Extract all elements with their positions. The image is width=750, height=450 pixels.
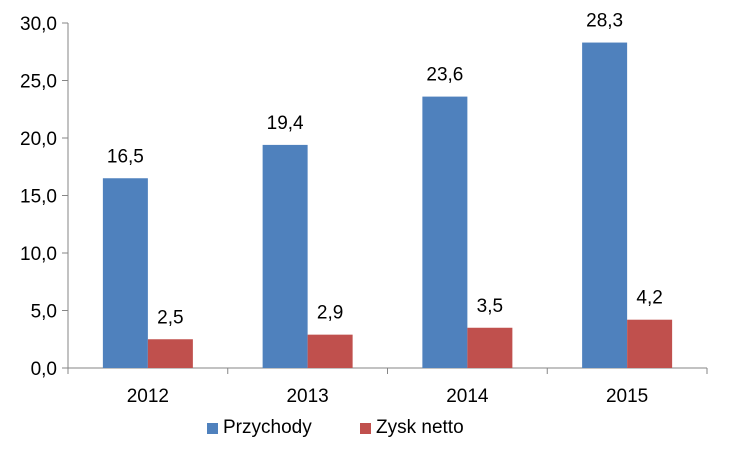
data-labels: 16,5 2,5 19,4 2,9 23,6 3,5 28,3 4,2 (107, 11, 663, 329)
axes: 0,0 5,0 10,0 15,0 20,0 25,0 30,0 2012 2013 2014 20… (20, 14, 708, 407)
y-tick-label: 10,0 (20, 244, 57, 265)
data-label: 16,5 (107, 146, 144, 167)
bar-zysk-netto-2014 (467, 327, 513, 368)
bar-zysk-netto-2012 (147, 339, 193, 368)
y-tick-label: 20,0 (20, 129, 57, 150)
bar-zysk-netto-2013 (307, 334, 353, 368)
data-label: 23,6 (426, 65, 463, 86)
data-label: 28,3 (586, 11, 623, 32)
bar-przychody-2012 (102, 178, 148, 368)
bar-przychody-2013 (262, 144, 308, 368)
data-label: 19,4 (267, 113, 304, 134)
bar-przychody-2015 (582, 42, 628, 369)
y-tick-label: 25,0 (20, 72, 57, 93)
legend: Przychody Zysk netto (207, 417, 464, 438)
x-tick-label: 2015 (606, 386, 648, 407)
data-label: 2,5 (157, 307, 183, 328)
bars (102, 42, 673, 369)
x-tick-label: 2012 (127, 386, 169, 407)
y-tick-label: 15,0 (20, 187, 57, 208)
y-tick-label: 5,0 (31, 302, 57, 323)
legend-label: Zysk netto (376, 417, 464, 438)
y-tick-label: 0,0 (31, 359, 57, 380)
bar-przychody-2014 (422, 96, 468, 368)
data-label: 3,5 (477, 296, 503, 317)
bar-zysk-netto-2015 (627, 319, 673, 368)
x-tick-label: 2013 (286, 386, 328, 407)
legend-swatch (207, 423, 218, 434)
y-tick-label: 30,0 (20, 14, 57, 35)
data-label: 2,9 (317, 303, 343, 324)
legend-swatch (360, 423, 371, 434)
legend-label: Przychody (223, 417, 312, 438)
data-label: 4,2 (636, 288, 662, 309)
x-tick-label: 2014 (446, 386, 489, 407)
